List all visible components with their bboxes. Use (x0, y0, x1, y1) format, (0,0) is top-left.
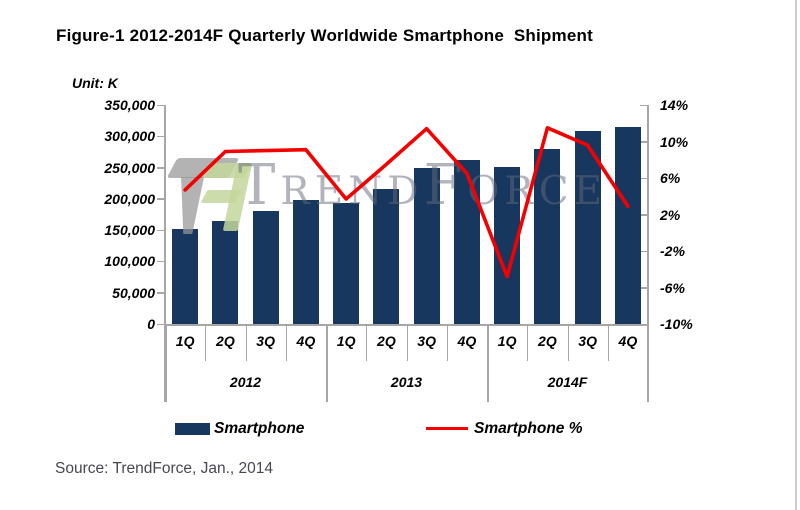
bar-smartphone-3q-2013 (413, 167, 440, 324)
bar-smartphone-1q-2014f (494, 166, 521, 324)
left-axis-tick (157, 104, 165, 106)
legend-smartphone-swatch (175, 422, 210, 435)
right-axis-tick (640, 177, 648, 179)
bar-smartphone-4q-2012 (292, 200, 319, 324)
bar-smartphone-1q-2013 (333, 202, 360, 324)
left-axis-tick-label: 300,000 (104, 128, 155, 145)
right-axis-tick (640, 104, 648, 106)
quarter-label: 2Q (538, 333, 557, 349)
left-axis-tick-label: 350,000 (104, 97, 155, 113)
quarter-label: 2Q (216, 333, 235, 349)
bar-smartphone-1q-2012 (172, 228, 199, 324)
quarter-separator (406, 325, 408, 361)
bar-smartphone-3q-2012 (252, 210, 279, 324)
trendforce-logo-stem (181, 177, 204, 234)
bar-smartphone-2q-2013 (373, 188, 400, 324)
left-axis-tick-label: 0 (147, 316, 155, 332)
left-axis-tick (157, 260, 165, 263)
figure-title: Figure-1 2012-2014F Quarterly Worldwide … (56, 26, 593, 45)
quarter-label: 4Q (457, 333, 477, 349)
quarter-separator (285, 325, 287, 361)
right-axis-tick (640, 287, 648, 289)
quarter-label: 3Q (417, 333, 436, 349)
year-separator (487, 325, 489, 402)
year-separator (326, 325, 328, 402)
bar-smartphone-2q-2014f (534, 148, 561, 324)
left-axis-tick (157, 292, 165, 294)
right-axis-tick (640, 214, 648, 216)
legend-smartphone-pct-swatch (426, 426, 468, 431)
right-axis-tick-label: -6% (660, 279, 685, 296)
bar-smartphone-2q-2012 (212, 220, 239, 324)
right-axis-tick (640, 323, 648, 325)
quarter-separator (527, 325, 529, 361)
quarter-label: 3Q (256, 333, 275, 349)
left-axis-tick (157, 135, 165, 138)
left-axis-tick-label: 50,000 (112, 284, 155, 301)
left-axis-tick (157, 198, 165, 200)
quarter-separator (366, 325, 368, 361)
legend-item-smartphone: Smartphone (175, 421, 304, 436)
right-axis-tick-label: 10% (660, 133, 689, 150)
right-axis-line (647, 105, 649, 402)
year-label: 2013 (390, 374, 423, 390)
left-axis-line (164, 105, 166, 402)
left-axis-tick-label: 100,000 (104, 253, 155, 270)
quarter-separator (607, 325, 609, 361)
left-axis-tick (157, 229, 165, 232)
source-caption: Source: TrendForce, Jan., 2014 (55, 460, 273, 477)
quarter-label: 3Q (578, 333, 597, 349)
bar-smartphone-4q-2013 (453, 160, 480, 324)
right-axis-tick-label: 14% (660, 97, 689, 113)
right-axis-tick-label: -2% (660, 243, 685, 259)
quarter-separator (567, 325, 569, 361)
left-axis-tick-label: 250,000 (104, 159, 155, 176)
quarter-label: 1Q (175, 333, 195, 349)
right-axis-tick-label: 2% (660, 206, 681, 223)
left-axis-tick-label: 200,000 (104, 190, 155, 207)
legend-item-smartphone-pct: Smartphone % (426, 421, 583, 436)
left-axis-tick (157, 167, 165, 169)
legend: Smartphone Smartphone % (0, 421, 800, 439)
right-axis-tick (640, 250, 648, 252)
right-axis-tick (640, 141, 648, 143)
bar-smartphone-4q-2014f (614, 126, 641, 324)
year-label: 2012 (229, 374, 262, 390)
quarter-separator (245, 325, 247, 361)
right-axis-tick-label: -10% (660, 316, 693, 332)
quarter-label: 2Q (377, 333, 396, 349)
right-edge-border (795, 0, 797, 510)
left-axis-tick (157, 323, 165, 325)
quarter-separator (446, 325, 448, 361)
legend-smartphone-label: Smartphone (214, 420, 305, 437)
bar-smartphone-3q-2014f (574, 131, 601, 324)
quarter-label: 1Q (336, 333, 356, 349)
quarter-separator (205, 325, 207, 361)
year-separator (647, 325, 649, 402)
left-axis-unit-label: Unit: K (72, 75, 118, 91)
quarter-label: 4Q (618, 333, 638, 349)
right-axis-tick-label: 6% (660, 170, 681, 186)
trendforce-logo-f-top (202, 163, 252, 178)
trendforce-logo-bar (166, 158, 240, 178)
trendforce-logo-f-mid (200, 190, 242, 203)
legend-smartphone-pct-label: Smartphone % (474, 420, 583, 437)
growth-line (183, 126, 630, 279)
year-label: 2014F (547, 374, 588, 390)
left-axis-tick-label: 150,000 (104, 222, 155, 239)
year-separator (165, 325, 167, 402)
quarter-label: 1Q (497, 333, 517, 349)
quarter-label: 4Q (296, 333, 316, 349)
